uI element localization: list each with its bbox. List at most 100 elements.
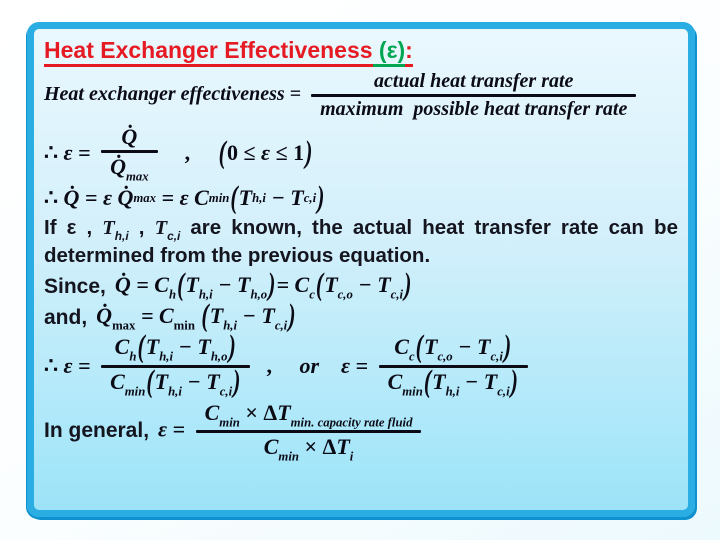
math-token: h [129, 349, 137, 364]
math-token: h,o [250, 287, 268, 302]
math-token: or [299, 353, 319, 379]
math-token: = [79, 185, 103, 211]
row-since: Since, Q̇ = Ch(Th,i − Th,o)= Cc(Tc,o − T… [44, 266, 678, 302]
fraction-numerator: Q̇ [101, 124, 158, 149]
math-token: ε [102, 185, 118, 211]
math-token: min [208, 190, 230, 205]
math-token: min [173, 318, 195, 333]
math-token: , [162, 140, 218, 166]
fraction-numerator: Cmin × ΔTmin. capacity rate fluid [196, 400, 422, 429]
slide-content: Heat Exchanger Effectiveness (ε): Heat e… [34, 29, 688, 510]
math-token: h,o [210, 349, 228, 364]
math-token: h,i [223, 318, 238, 333]
fraction-numerator: Ch(Th,i − Th,o) [101, 329, 250, 365]
math-token: − [181, 368, 207, 394]
math-token: T [237, 272, 251, 298]
math-token: ( [230, 179, 238, 215]
in-general-label: In general, [44, 419, 150, 443]
and-label: and, [44, 305, 88, 329]
math-token: ( [177, 266, 185, 302]
math-token: ) [317, 179, 325, 215]
math-token: ( [423, 362, 432, 399]
math-token: T [154, 217, 168, 240]
fraction-denominator: Cmin(Th,i − Tc,i) [379, 363, 528, 399]
math-token: = C [135, 303, 174, 329]
math-token: T [102, 217, 115, 240]
math-token: T [238, 185, 253, 211]
math-token: T [423, 334, 438, 360]
math-token: ) [404, 266, 412, 302]
fraction-bar [101, 150, 158, 154]
math-token: maximum possible heat transfer rate [320, 97, 628, 120]
fraction-denominator: Cmin(Th,i − Tc,i) [101, 363, 250, 399]
math-token: h,i [159, 349, 174, 364]
math-token: ∴ [44, 140, 64, 166]
math-token: C [387, 368, 403, 394]
math-token: 0 ≤ [226, 140, 262, 166]
math-token: c,i [274, 318, 288, 333]
fraction: Cc(Tc,o − Tc,i) Cmin(Th,i − Tc,i) [378, 329, 528, 399]
math-token: − [452, 334, 478, 360]
math-token: T [377, 272, 391, 298]
math-token [319, 353, 341, 379]
math-token: ) [288, 297, 296, 333]
math-token: C [204, 399, 220, 425]
equation-epsilon-ratio: ∴ ε = Q̇ Q̇max , (0 ≤ ε ≤ 1) [44, 124, 678, 183]
math-token: T [185, 272, 199, 298]
math-token: ) [503, 328, 512, 365]
math-token: ) [305, 134, 313, 170]
math-token: C [263, 433, 279, 459]
fraction: actual heat transfer rate maximum possibl… [311, 69, 637, 121]
math-token: T [197, 334, 211, 360]
math-token: T [477, 334, 491, 360]
math-token: ) [268, 266, 276, 302]
fraction: Ch(Th,i − Th,o) Cmin(Th,i − Tc,i) [101, 329, 251, 399]
equation-qmax: Q̇max = Cmin (Th,i − Tc,i) [96, 297, 296, 333]
math-token: − [459, 368, 484, 394]
fraction-denominator: maximum possible heat transfer rate [311, 98, 636, 121]
math-token: c,i [490, 349, 503, 364]
fraction: Cmin × ΔTmin. capacity rate fluid Cmin × … [195, 400, 422, 463]
math-token: T [154, 368, 169, 394]
math-token: c,i [219, 384, 233, 398]
math-token: ( [415, 328, 423, 365]
math-token: T [206, 368, 220, 394]
math-token: − [265, 185, 291, 211]
fraction-numerator: Cc(Tc,o − Tc,i) [379, 329, 528, 365]
math-token: C [394, 334, 409, 360]
paragraph-known-note: If ε , Th,i , Tc,i are known, the actual… [44, 215, 678, 269]
math-token: h,i [252, 190, 266, 205]
fraction: Q̇ Q̇max [101, 124, 158, 183]
math-token: h,i [445, 384, 460, 398]
math-token: = C [130, 272, 169, 298]
slide-frame: Heat Exchanger Effectiveness (ε): Heat e… [27, 22, 695, 517]
fraction-bar [101, 364, 251, 368]
equation-general: ε = Cmin × ΔTmin. capacity rate fluid Cmi… [158, 400, 426, 463]
math-token: T [277, 399, 291, 425]
math-token: min [402, 384, 423, 398]
math-token: T [336, 433, 350, 459]
row-in-general: In general, ε = Cmin × ΔTmin. capacity r… [44, 400, 678, 463]
math-token: ∴ [44, 353, 64, 379]
equation-since: Q̇ = Ch(Th,i − Th,o)= Cc(Tc,o − Tc,i) [114, 266, 413, 302]
math-token: Q̇ [96, 303, 113, 329]
math-token: Q̇ [117, 185, 134, 211]
math-token: i [349, 449, 354, 464]
math-token: = [156, 185, 180, 211]
math-token: ε C [179, 185, 209, 211]
math-token: = C [276, 272, 310, 298]
fraction-denominator: Cmin × ΔTi [196, 434, 422, 463]
math-token: T [290, 185, 304, 211]
math-token: h [168, 287, 177, 302]
slide-title: Heat Exchanger Effectiveness (ε): [44, 36, 678, 67]
math-token: are known, the actual heat transfer rate… [44, 216, 684, 267]
math-token: c [309, 287, 315, 302]
math-token: T [324, 272, 338, 298]
math-token: × Δ [239, 399, 278, 425]
math-token: − [173, 334, 198, 360]
math-token: Q̇ [114, 272, 131, 298]
math-token: actual heat transfer rate [373, 69, 574, 92]
math-token: c,o [337, 287, 353, 302]
math-token: C [114, 334, 130, 360]
